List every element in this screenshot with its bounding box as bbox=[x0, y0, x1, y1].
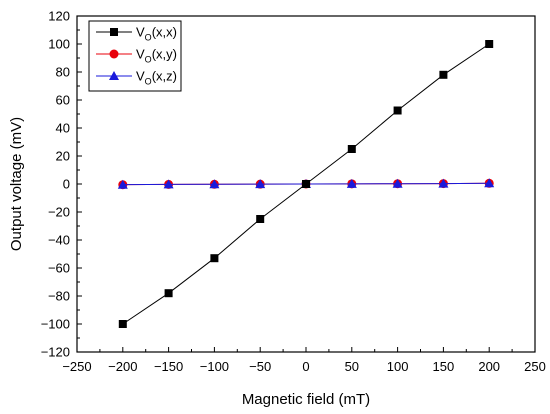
y-tick-label: 60 bbox=[56, 93, 70, 108]
data-point bbox=[209, 179, 220, 189]
y-tick-label: 80 bbox=[56, 65, 70, 80]
data-point bbox=[210, 254, 219, 263]
data-point bbox=[163, 179, 174, 189]
x-tick-label: −150 bbox=[154, 359, 183, 374]
y-tick-label: −120 bbox=[41, 345, 70, 360]
x-tick-label: 250 bbox=[524, 359, 546, 374]
y-tick-label: 40 bbox=[56, 121, 70, 136]
data-point bbox=[256, 215, 265, 223]
x-tick-label: −50 bbox=[249, 359, 271, 374]
y-tick-label: −100 bbox=[41, 317, 70, 332]
y-tick-label: 20 bbox=[56, 149, 70, 164]
y-tick-label: 0 bbox=[63, 177, 70, 192]
x-axis-label: Magnetic field (mT) bbox=[242, 391, 370, 408]
y-tick-label: 100 bbox=[48, 37, 70, 52]
x-tick-label: −250 bbox=[62, 359, 91, 374]
axis-ticks bbox=[76, 15, 536, 353]
y-axis-label: Output voltage (mV) bbox=[8, 117, 25, 251]
legend-box bbox=[88, 20, 182, 92]
legend-entry: VO(x,y) bbox=[96, 47, 177, 65]
data-point bbox=[439, 70, 448, 79]
legend-entry: VO(x,z) bbox=[96, 69, 177, 87]
x-tick-label: 0 bbox=[302, 359, 309, 374]
tick-labels: −250 −200 −150 −100 −50 0 50 100 150 200 250−120−1… bbox=[41, 9, 546, 375]
legend-label: VO(x,x) bbox=[136, 25, 177, 43]
legend-label: VO(x,y) bbox=[136, 47, 177, 65]
data-point bbox=[392, 178, 403, 188]
data-point bbox=[393, 106, 402, 115]
legend: VO(x,x) VO(x,y) VO(x,z) bbox=[88, 20, 182, 92]
x-tick-label: 150 bbox=[433, 359, 455, 374]
y-tick-label: −40 bbox=[48, 233, 70, 248]
data-point bbox=[164, 289, 173, 298]
data-point bbox=[302, 180, 310, 188]
series bbox=[117, 40, 495, 328]
legend-marker bbox=[109, 49, 119, 59]
legend-marker bbox=[110, 28, 118, 36]
data-point bbox=[346, 178, 357, 188]
x-tick-label: −100 bbox=[200, 359, 229, 374]
data-point bbox=[485, 40, 494, 48]
y-tick-label: 120 bbox=[48, 9, 70, 24]
y-tick-label: −20 bbox=[48, 205, 70, 220]
x-tick-label: 200 bbox=[478, 359, 500, 374]
data-point bbox=[347, 145, 356, 153]
x-tick-label: −200 bbox=[108, 359, 137, 374]
legend-entry: VO(x,x) bbox=[96, 25, 177, 43]
data-point bbox=[255, 179, 266, 189]
data-point bbox=[438, 178, 449, 188]
legend-label: VO(x,z) bbox=[136, 69, 177, 87]
legend-marker bbox=[109, 71, 119, 80]
y-tick-label: −60 bbox=[48, 261, 70, 276]
x-tick-label: 50 bbox=[345, 359, 359, 374]
data-point bbox=[117, 179, 128, 189]
data-point bbox=[484, 178, 495, 188]
x-tick-label: 100 bbox=[387, 359, 409, 374]
data-point bbox=[118, 320, 127, 328]
y-tick-label: −80 bbox=[48, 289, 70, 304]
series-xx bbox=[118, 40, 494, 328]
